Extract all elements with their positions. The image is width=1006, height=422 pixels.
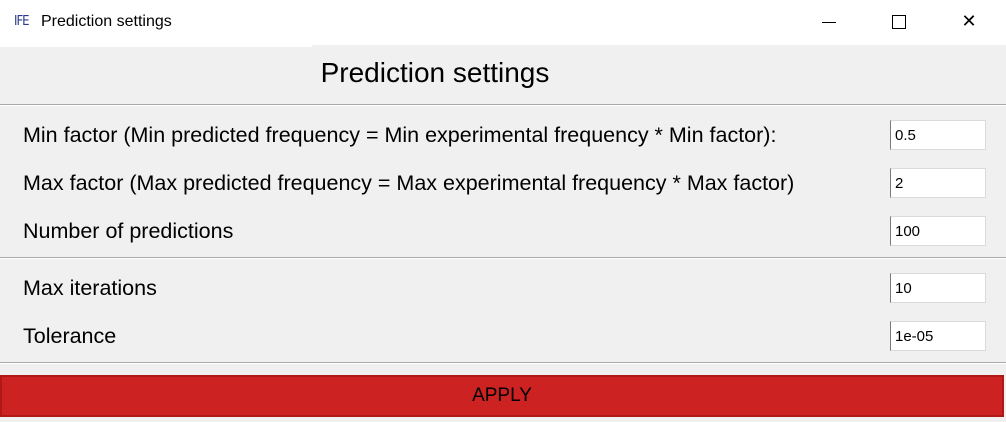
number-of-predictions-label: Number of predictions (23, 219, 234, 243)
maximize-button[interactable] (876, 0, 922, 44)
apply-button[interactable]: APPLY (0, 375, 1004, 417)
tolerance-input[interactable] (890, 321, 986, 351)
maximize-icon (892, 15, 906, 29)
close-button[interactable]: ✕ (946, 0, 992, 44)
separator (0, 104, 1006, 106)
close-icon: ✕ (961, 11, 977, 32)
window-title: Prediction settings (41, 13, 172, 30)
separator (0, 362, 1006, 364)
min-factor-label: Min factor (Min predicted frequency = Mi… (23, 123, 777, 147)
app-logo-icon: IFE (14, 14, 30, 29)
max-factor-label: Max factor (Max predicted frequency = Ma… (23, 171, 795, 195)
bottom-strip (0, 417, 1006, 422)
window-titlebar: IFE Prediction settings ✕ (0, 0, 1006, 45)
min-factor-input[interactable] (890, 120, 986, 150)
header-strip (0, 45, 312, 47)
section-heading: Prediction settings (320, 57, 550, 88)
tolerance-label: Tolerance (23, 324, 117, 348)
max-iterations-input[interactable] (890, 273, 986, 303)
minimize-button[interactable] (806, 0, 852, 44)
number-of-predictions-input[interactable] (890, 216, 986, 246)
settings-panel: Prediction settings Min factor (Min pred… (0, 45, 1006, 422)
max-iterations-label: Max iterations (23, 276, 157, 300)
separator (0, 257, 1006, 259)
minimize-icon (822, 21, 836, 23)
max-factor-input[interactable] (890, 168, 986, 198)
